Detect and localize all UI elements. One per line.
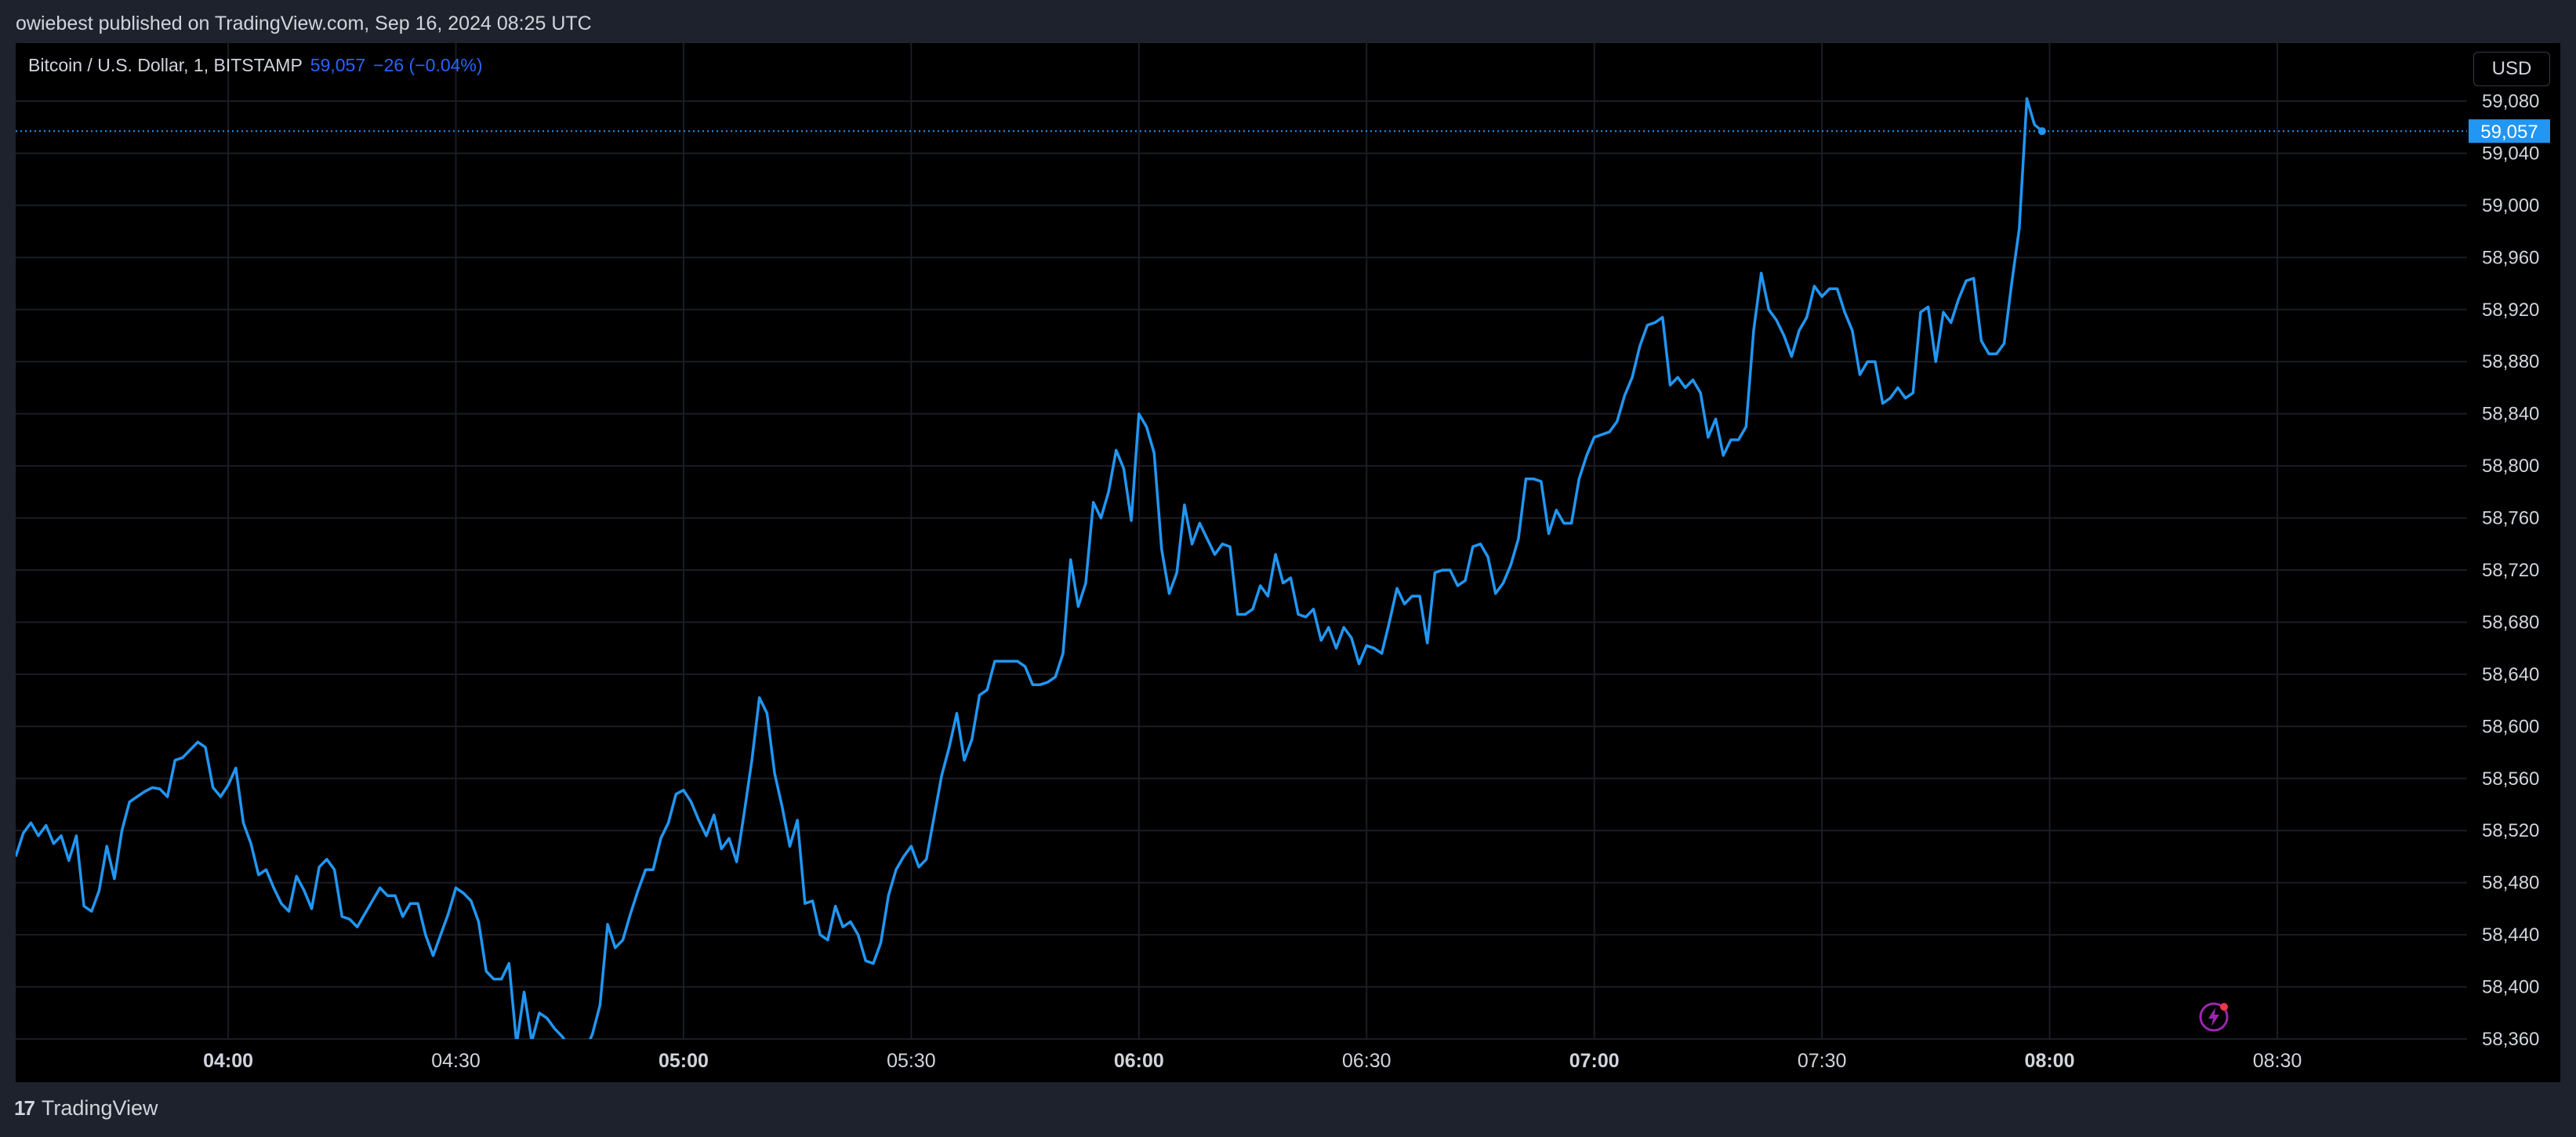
publisher-line: owiebest published on TradingView.com, S… <box>16 13 592 35</box>
currency-button[interactable]: USD <box>2473 52 2550 86</box>
y-tick-label: 59,000 <box>2482 195 2539 216</box>
tradingview-logo-icon: 17 <box>14 1096 35 1120</box>
y-tick-label: 59,080 <box>2482 91 2539 112</box>
x-tick-label: 05:30 <box>887 1050 936 1072</box>
y-tick-label: 58,840 <box>2482 404 2539 425</box>
x-tick-label: 07:00 <box>1569 1050 1620 1072</box>
legend-change: −26 (−0.04%) <box>373 55 483 75</box>
y-tick-label: 58,640 <box>2482 664 2539 685</box>
price-tag-label: 59,057 <box>2480 122 2538 143</box>
y-tick-label: 58,720 <box>2482 560 2539 581</box>
x-tick-label: 06:00 <box>1114 1050 1164 1072</box>
y-tick-label: 58,440 <box>2482 924 2539 946</box>
brand-footer[interactable]: 17 TradingView <box>14 1096 158 1121</box>
y-tick-label: 58,520 <box>2482 820 2539 841</box>
x-tick-label: 06:30 <box>1342 1050 1391 1072</box>
y-tick-label: 58,480 <box>2482 873 2539 894</box>
series-line <box>16 96 2044 1039</box>
price-tag <box>2469 119 2550 143</box>
x-tick-label: 04:30 <box>431 1050 481 1072</box>
y-tick-label: 58,560 <box>2482 768 2539 790</box>
price-axis[interactable] <box>2467 43 2560 1082</box>
chart-pane[interactable] <box>16 43 2467 1082</box>
x-tick-label: 07:30 <box>1798 1050 1847 1072</box>
legend-last-price: 59,057 <box>310 55 366 75</box>
y-tick-label: 58,880 <box>2482 351 2539 372</box>
legend-symbol: Bitcoin / U.S. Dollar, 1, BITSTAMP <box>28 55 303 75</box>
y-tick-label: 58,920 <box>2482 300 2539 321</box>
y-tick-label: 58,360 <box>2482 1029 2539 1050</box>
x-tick-label: 05:00 <box>659 1050 709 1072</box>
x-tick-label: 04:00 <box>203 1050 253 1072</box>
flash-icon[interactable] <box>2198 1001 2230 1033</box>
y-tick-label: 58,400 <box>2482 977 2539 998</box>
y-tick-label: 58,600 <box>2482 716 2539 737</box>
x-tick-label: 08:30 <box>2253 1050 2302 1072</box>
last-point-marker <box>2037 127 2046 136</box>
y-tick-label: 58,760 <box>2482 508 2539 529</box>
y-tick-label: 59,040 <box>2482 143 2539 164</box>
brand-name: TradingView <box>41 1096 158 1120</box>
chart-legend: Bitcoin / U.S. Dollar, 1, BITSTAMP 59,057… <box>28 55 483 76</box>
y-tick-label: 58,960 <box>2482 247 2539 268</box>
y-tick-label: 58,800 <box>2482 456 2539 477</box>
x-tick-label: 08:00 <box>2025 1050 2075 1072</box>
y-tick-label: 58,680 <box>2482 612 2539 633</box>
